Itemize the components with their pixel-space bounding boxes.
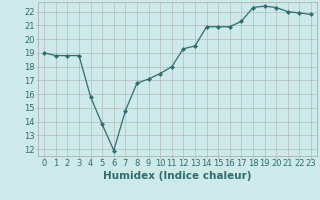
X-axis label: Humidex (Indice chaleur): Humidex (Indice chaleur) <box>103 171 252 181</box>
